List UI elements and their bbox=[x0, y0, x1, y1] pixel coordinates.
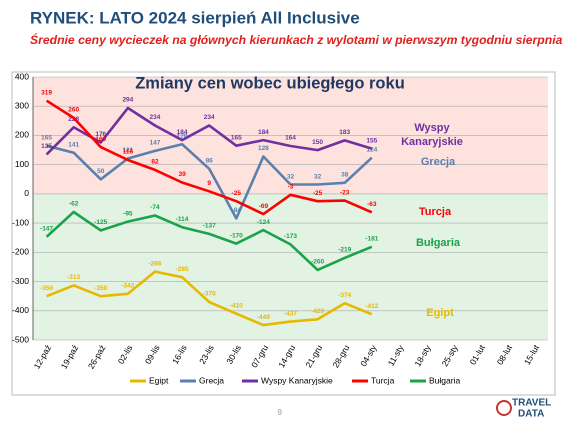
data-label: -95 bbox=[123, 210, 133, 217]
data-label: 135 bbox=[41, 143, 52, 150]
data-label: -25 bbox=[313, 190, 323, 197]
data-label: -74 bbox=[150, 204, 160, 211]
annotation: Kanaryjskie bbox=[401, 136, 463, 148]
data-label: 294 bbox=[122, 97, 133, 104]
negative-zone bbox=[33, 193, 548, 340]
logo-icon bbox=[496, 400, 512, 416]
data-label: -410 bbox=[230, 302, 243, 309]
data-label: 165 bbox=[231, 134, 242, 141]
y-tick-label: -300 bbox=[12, 276, 29, 286]
legend-label: Grecja bbox=[199, 375, 224, 385]
data-label: 39 bbox=[178, 171, 186, 178]
data-label: -437 bbox=[284, 310, 297, 317]
data-label: -370 bbox=[203, 291, 216, 298]
data-label: -3 bbox=[288, 183, 294, 190]
logo: DATA bbox=[518, 409, 544, 420]
data-label: -170 bbox=[230, 232, 243, 239]
data-label: -260 bbox=[311, 259, 324, 266]
data-label: 150 bbox=[312, 139, 323, 146]
y-tick-label: 0 bbox=[24, 188, 29, 198]
data-label: -124 bbox=[257, 219, 270, 226]
legend-label: Wyspy Kanaryjskie bbox=[261, 375, 333, 385]
data-label: -114 bbox=[176, 216, 189, 223]
data-label: -62 bbox=[69, 201, 79, 208]
page-number: 9 bbox=[278, 408, 283, 417]
annotation: Egipt bbox=[426, 307, 454, 319]
data-label: -266 bbox=[148, 260, 161, 267]
data-label: 141 bbox=[68, 141, 79, 148]
data-label: -219 bbox=[338, 247, 351, 254]
data-label: 164 bbox=[285, 135, 296, 142]
data-label: -350 bbox=[40, 285, 53, 292]
data-label: 170 bbox=[177, 133, 188, 140]
y-tick-label: 200 bbox=[15, 130, 29, 140]
annotation: Wyspy bbox=[414, 122, 450, 134]
data-label: 50 bbox=[97, 168, 105, 175]
y-tick-label: 300 bbox=[15, 100, 29, 110]
annotation: Bułgaria bbox=[416, 237, 461, 249]
data-label: -429 bbox=[311, 308, 324, 315]
page-subtitle: Średnie ceny wycieczek na głównych kieru… bbox=[30, 32, 563, 47]
data-label: 234 bbox=[150, 114, 161, 121]
logo: TRAVEL bbox=[512, 398, 551, 409]
legend-label: Bułgaria bbox=[429, 375, 460, 385]
series-line bbox=[46, 142, 373, 220]
series-line bbox=[45, 210, 373, 272]
series-line bbox=[45, 106, 373, 156]
data-label: -137 bbox=[203, 223, 216, 230]
data-label: -84 bbox=[232, 207, 242, 214]
data-label: 160 bbox=[95, 136, 106, 143]
y-tick-label: 100 bbox=[15, 159, 29, 169]
data-label: -412 bbox=[365, 303, 378, 310]
data-label: -147 bbox=[40, 226, 53, 233]
data-label: 165 bbox=[41, 134, 52, 141]
data-label: -374 bbox=[338, 292, 351, 299]
data-label: 124 bbox=[366, 146, 377, 153]
data-label: 184 bbox=[177, 129, 188, 136]
data-label: -63 bbox=[367, 201, 377, 208]
legend-label: Egipt bbox=[149, 375, 169, 385]
data-label: 32 bbox=[287, 173, 295, 180]
page-title: RYNEK: LATO 2024 sierpień All Inclusive bbox=[30, 8, 360, 27]
y-tick-label: -500 bbox=[12, 334, 29, 344]
data-label: -173 bbox=[284, 233, 297, 240]
data-label: 32 bbox=[314, 173, 322, 180]
data-label: 116 bbox=[123, 149, 134, 156]
data-label: 260 bbox=[68, 107, 79, 114]
data-label: 128 bbox=[258, 145, 269, 152]
data-label: 9 bbox=[207, 180, 211, 187]
data-label: -23 bbox=[340, 189, 350, 196]
data-label: 155 bbox=[366, 137, 377, 144]
data-label: -449 bbox=[257, 314, 270, 321]
data-label: 38 bbox=[341, 172, 349, 179]
y-tick-label: -100 bbox=[12, 217, 29, 227]
data-label: -350 bbox=[94, 285, 107, 292]
data-label: -285 bbox=[176, 266, 189, 273]
data-label: 234 bbox=[204, 114, 215, 121]
y-tick-label: -400 bbox=[12, 305, 29, 315]
data-label: -69 bbox=[259, 203, 269, 210]
data-label: 86 bbox=[206, 157, 214, 164]
annotation: Turcja bbox=[419, 206, 452, 218]
legend-label: Turcja bbox=[371, 375, 395, 385]
annotation: Grecja bbox=[421, 156, 456, 168]
data-label: 183 bbox=[339, 129, 350, 136]
data-label: -125 bbox=[94, 219, 107, 226]
series-line bbox=[46, 270, 373, 327]
data-label: 82 bbox=[151, 159, 159, 166]
data-label: 121 bbox=[122, 147, 133, 154]
series-line bbox=[45, 99, 373, 216]
data-label: 319 bbox=[41, 89, 52, 96]
y-tick-label: 400 bbox=[15, 71, 29, 81]
data-label: 147 bbox=[150, 140, 161, 147]
data-label: -25 bbox=[232, 190, 242, 197]
chart-title: Zmiany cen wobec ubiegłego roku bbox=[135, 74, 405, 92]
data-label: 176 bbox=[95, 131, 106, 138]
data-label: -313 bbox=[67, 274, 80, 281]
data-label: -342 bbox=[121, 283, 134, 290]
data-label: -181 bbox=[365, 235, 378, 242]
data-label: 184 bbox=[258, 129, 269, 136]
y-tick-label: -200 bbox=[12, 247, 29, 257]
